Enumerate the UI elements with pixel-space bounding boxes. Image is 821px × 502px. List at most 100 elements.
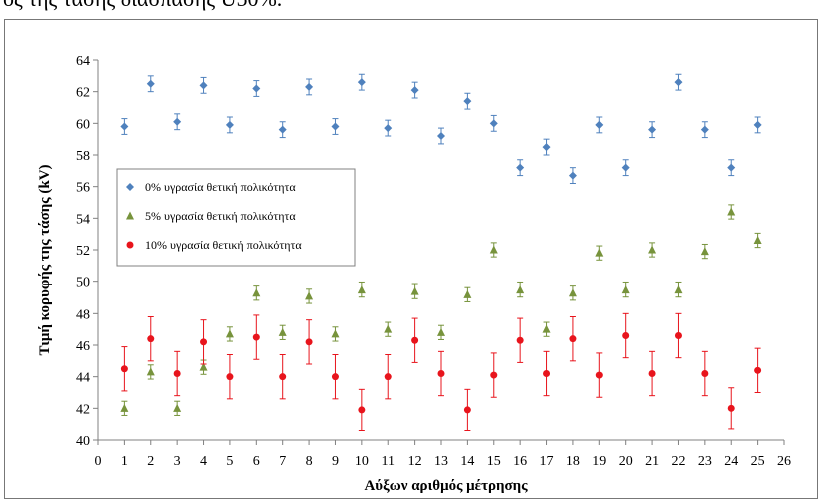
data-point: [516, 163, 525, 172]
x-tick-label: 12: [408, 454, 422, 469]
data-point: [384, 324, 393, 333]
data-point: [463, 97, 472, 106]
x-tick-label: 5: [226, 454, 233, 469]
data-point: [331, 122, 340, 131]
data-point: [357, 285, 366, 294]
series-1: [120, 73, 762, 184]
data-point: [754, 366, 762, 374]
data-point: [437, 132, 445, 140]
y-tick-label: 58: [76, 149, 90, 164]
x-tick-label: 6: [253, 454, 260, 469]
caption-strip: ος της τάσης διάσπασης U50%.: [0, 0, 821, 22]
y-tick-label: 56: [76, 181, 90, 196]
data-point: [252, 333, 260, 341]
data-point: [489, 245, 498, 254]
data-point: [126, 211, 134, 220]
x-tick-label: 9: [332, 454, 339, 469]
legend-label: 10% υγρασία θετική πολικότητα: [145, 238, 302, 252]
data-point: [516, 336, 524, 344]
data-point: [753, 236, 762, 244]
x-tick-label: 13: [434, 454, 448, 469]
data-point: [648, 125, 657, 134]
data-point: [701, 370, 709, 377]
data-point: [727, 404, 735, 412]
data-point: [595, 120, 604, 129]
data-point: [727, 207, 736, 216]
x-tick-label: 7: [279, 454, 286, 469]
data-point: [463, 289, 472, 298]
legend-label: 0% υγρασία θετική πολικότητα: [145, 180, 296, 194]
y-axis-title: Τιμή κορυφής της τάσης (kV): [37, 164, 53, 355]
data-point: [568, 171, 577, 180]
data-point: [305, 82, 314, 91]
data-point: [384, 124, 393, 133]
y-tick-label: 48: [76, 307, 90, 322]
data-point: [542, 143, 551, 152]
data-point: [674, 332, 682, 339]
data-point: [199, 81, 208, 90]
data-point: [225, 329, 234, 338]
data-point: [226, 373, 234, 381]
data-point: [199, 362, 208, 371]
data-point: [384, 373, 392, 381]
data-point: [410, 86, 419, 95]
data-point: [357, 78, 366, 87]
data-point: [279, 373, 287, 381]
series-2: [120, 204, 762, 416]
data-point: [146, 79, 155, 88]
y-tick-label: 50: [76, 276, 90, 291]
y-tick-label: 64: [76, 54, 90, 69]
data-point: [463, 406, 471, 414]
x-tick-label: 18: [566, 454, 580, 469]
x-tick-label: 3: [174, 454, 181, 469]
data-point: [410, 286, 419, 295]
page-caption: ος της τάσης διάσπασης U50%.: [3, 0, 282, 12]
data-point: [727, 163, 736, 172]
data-point: [126, 241, 134, 249]
data-point: [331, 373, 339, 381]
data-point: [278, 327, 287, 336]
x-tick-label: 11: [381, 454, 394, 469]
data-point: [173, 370, 181, 377]
data-point: [252, 84, 261, 93]
data-point: [305, 338, 313, 346]
x-tick-label: 17: [540, 454, 554, 469]
data-point: [595, 248, 604, 257]
data-point: [200, 338, 208, 346]
y-tick-label: 42: [76, 402, 90, 417]
data-point: [569, 335, 577, 343]
x-tick-label: 22: [671, 454, 685, 469]
data-point: [542, 324, 551, 333]
data-point: [126, 183, 134, 191]
data-point: [621, 163, 630, 172]
y-tick-label: 54: [76, 212, 90, 227]
data-point: [543, 370, 551, 377]
data-point: [753, 120, 762, 129]
legend-label: 5% υγρασία θετική πολικότητα: [145, 209, 296, 223]
x-tick-label: 8: [306, 454, 313, 469]
data-point: [173, 117, 182, 126]
x-tick-label: 1: [121, 454, 128, 469]
data-point: [437, 370, 445, 377]
data-point: [173, 403, 182, 412]
data-point: [568, 288, 577, 297]
data-point: [120, 122, 129, 131]
data-point: [146, 367, 155, 376]
series-3: [120, 312, 762, 431]
x-tick-label: 25: [751, 454, 765, 469]
data-point: [278, 125, 287, 134]
data-point: [700, 125, 709, 134]
data-point: [621, 285, 630, 294]
legend-box: [116, 168, 356, 267]
y-tick-label: 62: [76, 86, 90, 101]
data-point: [305, 291, 314, 300]
y-tick-label: 46: [76, 339, 90, 354]
data-point: [411, 336, 419, 344]
data-point: [648, 245, 657, 254]
x-tick-label: 2: [147, 454, 154, 469]
data-point: [120, 365, 128, 373]
x-tick-label: 19: [592, 454, 606, 469]
x-tick-label: 21: [645, 454, 659, 469]
x-tick-label: 0: [95, 454, 102, 469]
data-point: [674, 285, 683, 294]
